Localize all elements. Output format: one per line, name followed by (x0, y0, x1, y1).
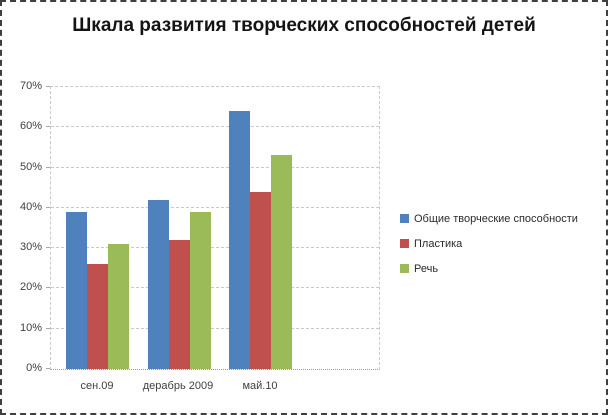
legend-item: Речь (400, 256, 578, 281)
legend-item: Общие творческие способности (400, 206, 578, 231)
y-axis-tick (46, 126, 50, 127)
y-axis-label: 40% (19, 201, 42, 213)
y-axis-label: 60% (19, 120, 42, 132)
y-axis-tick (46, 328, 50, 329)
gridline (51, 207, 379, 208)
legend-swatch-icon (400, 264, 409, 273)
y-axis-label: 10% (19, 322, 42, 334)
x-axis-label: май.10 (242, 380, 278, 392)
legend-swatch-icon (400, 214, 409, 223)
bar-series1-cat1 (169, 240, 190, 369)
y-axis-tick (46, 247, 50, 248)
gridline (51, 247, 379, 248)
gridline (51, 167, 379, 168)
legend-item: Пластика (400, 231, 578, 256)
y-axis-label: 30% (19, 241, 42, 253)
y-axis-tick (46, 368, 50, 369)
bar-series2-cat1 (190, 212, 211, 369)
bar-series1-cat2 (250, 192, 271, 369)
bar-series0-cat0 (66, 212, 87, 369)
y-axis-tick (46, 207, 50, 208)
bar-series0-cat1 (148, 200, 169, 369)
y-axis-tick (46, 86, 50, 87)
gridline (51, 328, 379, 329)
plot-area (50, 86, 380, 370)
x-axis-label: сен.09 (80, 380, 114, 392)
legend-swatch-icon (400, 239, 409, 248)
legend: Общие творческие способности Пластика Речь (400, 206, 578, 281)
legend-label: Пластика (414, 237, 463, 250)
y-axis-tick (46, 287, 50, 288)
y-axis-label: 0% (26, 362, 42, 374)
bar-series2-cat2 (271, 155, 292, 369)
chart-title: Шкала развития творческих способностей д… (72, 15, 536, 36)
y-axis-tick (46, 167, 50, 168)
legend-label: Речь (414, 262, 439, 275)
bar-series0-cat2 (229, 111, 250, 369)
bar-series1-cat0 (87, 264, 108, 369)
y-axis-label: 50% (19, 161, 42, 173)
bar-series2-cat0 (108, 244, 129, 369)
y-axis-label: 20% (19, 281, 42, 293)
legend-label: Общие творческие способности (414, 212, 578, 225)
gridline (51, 287, 379, 288)
y-axis-label: 70% (19, 80, 42, 92)
x-axis-label: дерабрь 2009 (142, 380, 214, 392)
gridline (51, 126, 379, 127)
